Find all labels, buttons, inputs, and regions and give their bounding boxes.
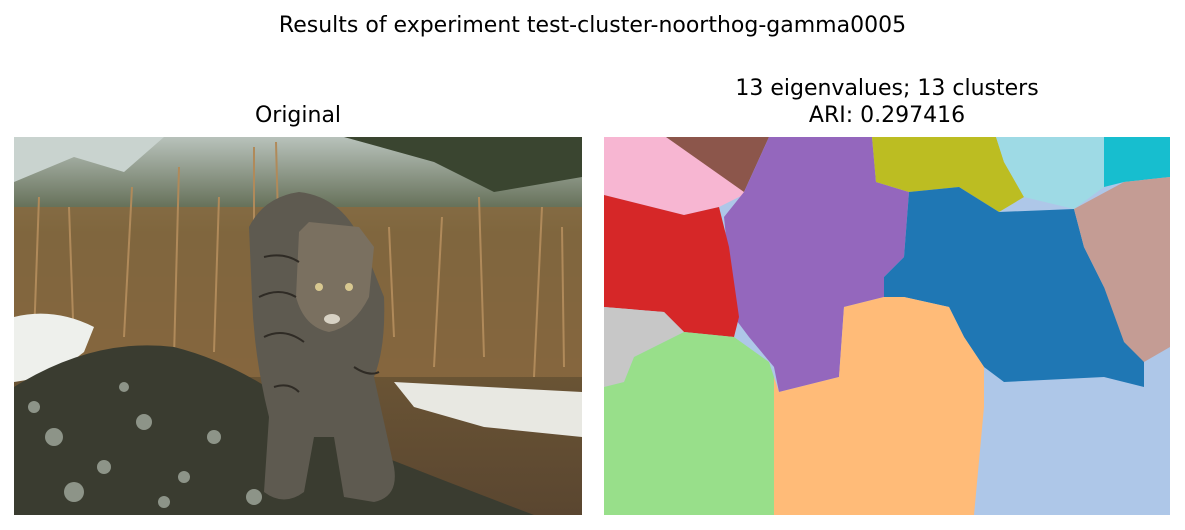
segmentation-title-line1: 13 eigenvalues; 13 clusters (735, 76, 1039, 101)
segmentation-image (604, 137, 1170, 515)
sky-left (14, 137, 164, 182)
lichen-spots (28, 382, 262, 508)
cluster-gray (604, 307, 684, 387)
original-image (14, 137, 582, 515)
cat-eye-left (315, 283, 323, 291)
cluster-light-green (604, 332, 774, 515)
segmentation-svg (604, 137, 1170, 515)
cat-stripes (258, 254, 380, 393)
snow-right (394, 382, 582, 437)
segmentation-title: 13 eigenvalues; 13 clusters ARI: 0.29741… (604, 75, 1170, 129)
cluster-olive (872, 137, 1024, 212)
segmentation-title-line2: ARI: 0.297416 (808, 103, 966, 128)
cat-head (296, 222, 374, 332)
cluster-light-brown (1074, 177, 1170, 362)
cluster-blue (884, 187, 1144, 387)
original-image-title: Original (254, 103, 342, 128)
snow-left (14, 313, 94, 382)
trees-right (344, 137, 582, 192)
cluster-cyan (1104, 137, 1170, 187)
cat-eye-right (345, 283, 353, 291)
cluster-purple (724, 137, 909, 392)
cluster-light-orange (774, 297, 984, 515)
cat-muzzle (324, 314, 340, 324)
figure-title: Results of experiment test-cluster-noort… (278, 13, 907, 38)
cluster-light-cyan (996, 137, 1104, 209)
cluster-pink (604, 137, 749, 215)
cluster-red (604, 195, 739, 337)
original-photo-svg (14, 137, 582, 515)
cluster-brown (666, 137, 769, 192)
